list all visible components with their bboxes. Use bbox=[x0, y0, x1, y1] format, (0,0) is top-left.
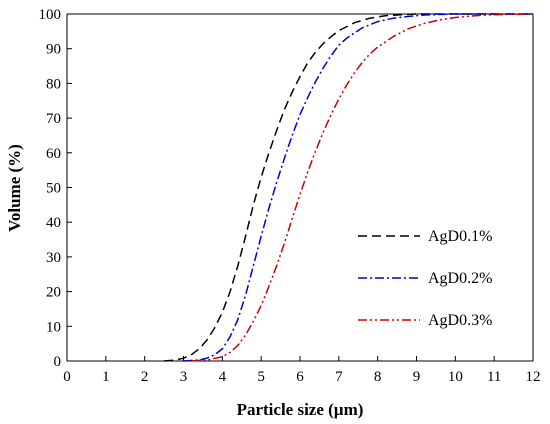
x-tick-label: 8 bbox=[374, 369, 382, 385]
y-tick-label: 70 bbox=[46, 111, 61, 127]
x-tick-label: 11 bbox=[487, 369, 501, 385]
series-layer bbox=[164, 13, 534, 362]
y-tick-label: 40 bbox=[46, 215, 61, 231]
x-tick-label: 5 bbox=[257, 369, 265, 385]
y-tick-label: 90 bbox=[46, 42, 61, 58]
y-tick-label: 100 bbox=[39, 7, 62, 23]
x-axis-ticks: 0 1 2 3 4 5 6 7 8 9 10 11 12 bbox=[63, 356, 541, 385]
series-line-3 bbox=[191, 13, 534, 362]
legend-label: AgD0.3% bbox=[428, 312, 492, 329]
y-tick-label: 50 bbox=[46, 181, 61, 197]
y-axis-ticks: 0 10 20 30 40 50 60 70 80 90 100 bbox=[39, 7, 72, 370]
plot-area bbox=[66, 13, 534, 362]
legend-label: AgD0.2% bbox=[428, 270, 492, 287]
y-tick-label: 60 bbox=[46, 146, 61, 162]
legend-label: AgD0.1% bbox=[428, 228, 492, 245]
x-tick-label: 1 bbox=[102, 369, 110, 385]
series-line-2 bbox=[183, 13, 533, 362]
x-tick-label: 7 bbox=[335, 369, 343, 385]
legend: AgD0.1% AgD0.2% AgD0.3% bbox=[358, 228, 492, 329]
x-tick-label: 9 bbox=[413, 369, 421, 385]
x-tick-label: 12 bbox=[526, 369, 541, 385]
x-tick-label: 6 bbox=[296, 369, 304, 385]
y-tick-label: 80 bbox=[46, 76, 61, 92]
x-tick-label: 2 bbox=[141, 369, 149, 385]
y-tick-label: 10 bbox=[46, 319, 61, 335]
x-tick-label: 4 bbox=[219, 369, 227, 385]
y-axis-title: Volume (%) bbox=[5, 144, 24, 232]
y-tick-label: 30 bbox=[46, 250, 61, 266]
y-tick-label: 20 bbox=[46, 285, 61, 301]
series-line-1 bbox=[164, 13, 533, 362]
x-tick-label: 10 bbox=[448, 369, 463, 385]
x-axis-title: Particle size (µm) bbox=[237, 400, 364, 419]
y-tick-label: 0 bbox=[54, 354, 62, 370]
x-tick-label: 3 bbox=[180, 369, 188, 385]
x-tick-label: 0 bbox=[63, 369, 71, 385]
